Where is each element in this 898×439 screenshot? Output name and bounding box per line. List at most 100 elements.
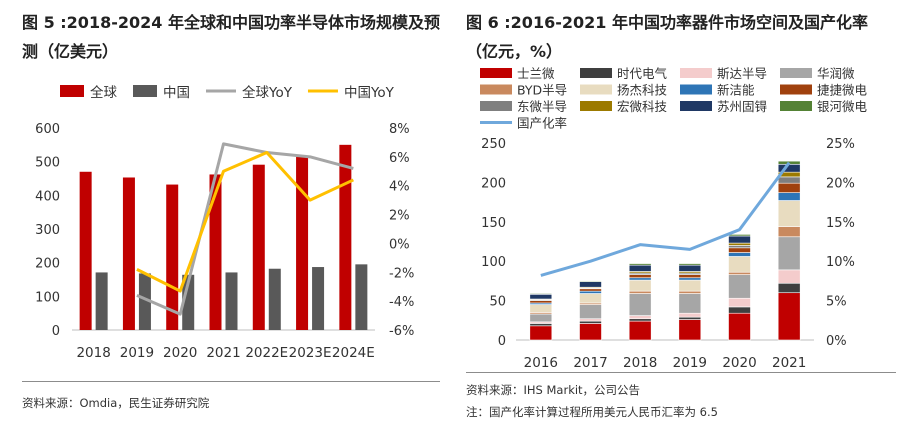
bar-全球-2022E: [252, 164, 265, 330]
bar-中国-2024E: [355, 264, 368, 330]
y-tick-label: 400: [35, 189, 60, 204]
legend-label-银河微电: 银河微电: [817, 99, 868, 114]
y2-tick-label: 8%: [389, 122, 410, 137]
bar-segment-新洁能-2019: [678, 277, 702, 281]
right-note: 注：国产化率计算过程所用美元人民币汇率为 6.5: [466, 405, 718, 419]
legend-label-华润微: 华润微: [817, 66, 855, 81]
bar-segment-苏州固锝-2020: [728, 235, 751, 244]
legend-label-时代电气: 时代电气: [617, 66, 668, 81]
legend-swatch-中国: [133, 85, 157, 97]
right-divider: [466, 372, 896, 373]
y2-tick-label: -2%: [389, 266, 414, 281]
x-tick-label: 2018: [76, 345, 110, 361]
bar-segment-东微半导-2021: [777, 176, 801, 184]
y-tick-label: 150: [481, 216, 506, 231]
y2-tick-label: 15%: [826, 216, 855, 231]
legend-label-扬杰科技: 扬杰科技: [617, 83, 668, 98]
y-tick-label: 600: [35, 122, 60, 137]
y2-tick-label: -4%: [389, 295, 414, 310]
x-tick-label: 2016: [524, 355, 558, 371]
x-tick-label: 2019: [120, 345, 154, 361]
legend-label-宏微科技: 宏微科技: [617, 99, 668, 114]
legend-label-中国yoy: 中国YoY: [344, 85, 395, 101]
bar-中国-2021: [225, 272, 238, 330]
legend-label-全球: 全球: [90, 84, 117, 101]
legend-swatch-扬杰科技: [580, 84, 612, 95]
bar-segment-华润微-2019: [678, 293, 702, 314]
bar-segment-华润微-2018: [628, 293, 652, 316]
y-tick-label: 200: [35, 257, 60, 272]
y-tick-label: 50: [489, 295, 506, 310]
bar-segment-银河微电-2019: [678, 263, 702, 266]
bar-segment-扬杰科技-2020: [728, 256, 751, 273]
bar-segment-捷捷微电-2019: [678, 274, 702, 279]
bar-segment-斯达半导-2017: [579, 318, 602, 322]
right-chart-title: 图 6 :2016-2021 年中国功率器件市场空间及国产化率（亿元，%）: [466, 13, 868, 61]
y2-tick-label: 0%: [389, 237, 410, 252]
legend-swatch-东微半导: [480, 101, 512, 111]
bar-全球-2024E: [339, 144, 352, 330]
legend-label-士兰微: 士兰微: [517, 66, 555, 81]
y2-tick-label: -6%: [389, 324, 414, 339]
x-tick-label: 2023E: [289, 345, 332, 361]
bar-中国-2018: [95, 272, 108, 330]
left-divider: [22, 381, 440, 382]
y2-tick-label: 6%: [389, 151, 410, 166]
y-tick-label: 250: [481, 137, 506, 152]
bar-segment-时代电气-2018: [628, 318, 652, 322]
left-chart-title: 图 5 :2018-2024 年全球和中国功率半导体市场规模及预测（亿美元）: [22, 13, 440, 61]
bar-segment-新洁能-2018: [628, 277, 652, 281]
bar-segment-扬杰科技-2016: [529, 304, 553, 313]
bar-segment-扬杰科技-2018: [628, 279, 652, 292]
bar-segment-扬杰科技-2017: [579, 293, 602, 304]
x-tick-label: 2017: [573, 355, 607, 371]
bar-segment-东微半导-2020: [728, 245, 751, 249]
bar-segment-捷捷微电-2016: [529, 300, 553, 304]
y2-tick-label: 4%: [389, 180, 410, 195]
bar-segment-斯达半导-2018: [628, 315, 652, 320]
y2-tick-label: 2%: [389, 209, 410, 224]
y-tick-label: 200: [481, 176, 506, 191]
legend-swatch-全球: [60, 85, 84, 97]
y-tick-label: 0: [498, 334, 506, 349]
bar-中国-2019: [138, 273, 151, 330]
bar-segment-斯达半导-2020: [728, 297, 751, 308]
bar-segment-士兰微-2016: [529, 325, 553, 341]
legend-swatch-银河微电: [780, 101, 812, 111]
x-tick-label: 2021: [772, 355, 806, 371]
legend-label-捷捷微电: 捷捷微电: [817, 83, 868, 98]
y2-tick-label: 20%: [826, 176, 855, 191]
bar-全球-2020: [166, 184, 179, 330]
bar-segment-银河微电-2017: [579, 280, 602, 282]
bar-segment-byd半导-2018: [628, 290, 652, 294]
legend-label-全球yoy: 全球YoY: [242, 84, 293, 101]
x-tick-label: 2018: [623, 355, 657, 371]
bar-segment-斯达半导-2019: [678, 312, 702, 318]
legend-label-中国: 中国: [163, 85, 190, 101]
bar-全球-2021: [209, 174, 222, 330]
bar-segment-时代电气-2016: [529, 323, 553, 327]
x-tick-label: 2020: [722, 355, 756, 371]
bar-segment-捷捷微电-2018: [628, 274, 652, 279]
bar-segment-银河微电-2020: [728, 234, 751, 237]
bar-segment-捷捷微电-2020: [728, 247, 751, 253]
line-中国yoy: [136, 151, 354, 293]
bar-全球-2018: [79, 171, 92, 330]
bar-segment-byd半导-2021: [777, 226, 801, 238]
bar-全球-2023E: [296, 156, 309, 330]
bar-segment-新洁能-2020: [728, 252, 751, 257]
bar-segment-扬杰科技-2019: [678, 279, 702, 292]
legend-swatch-士兰微: [480, 68, 512, 78]
bar-segment-士兰微-2017: [579, 323, 602, 341]
bar-segment-士兰微-2018: [628, 320, 652, 341]
bar-segment-byd半导-2020: [728, 271, 751, 275]
bar-segment-士兰微-2021: [777, 292, 801, 341]
legend-label-苏州固锝: 苏州固锝: [717, 99, 767, 114]
right-chart-panel: 图 6 :2016-2021 年中国功率器件市场空间及国产化率（亿元，%） 士兰…: [458, 0, 898, 439]
legend-swatch-时代电气: [580, 68, 612, 78]
legend-label-斯达半导: 斯达半导: [717, 66, 767, 81]
y2-tick-label: 5%: [826, 295, 847, 310]
bar-segment-华润微-2021: [777, 236, 801, 271]
legend-swatch-苏州固锝: [680, 101, 712, 111]
